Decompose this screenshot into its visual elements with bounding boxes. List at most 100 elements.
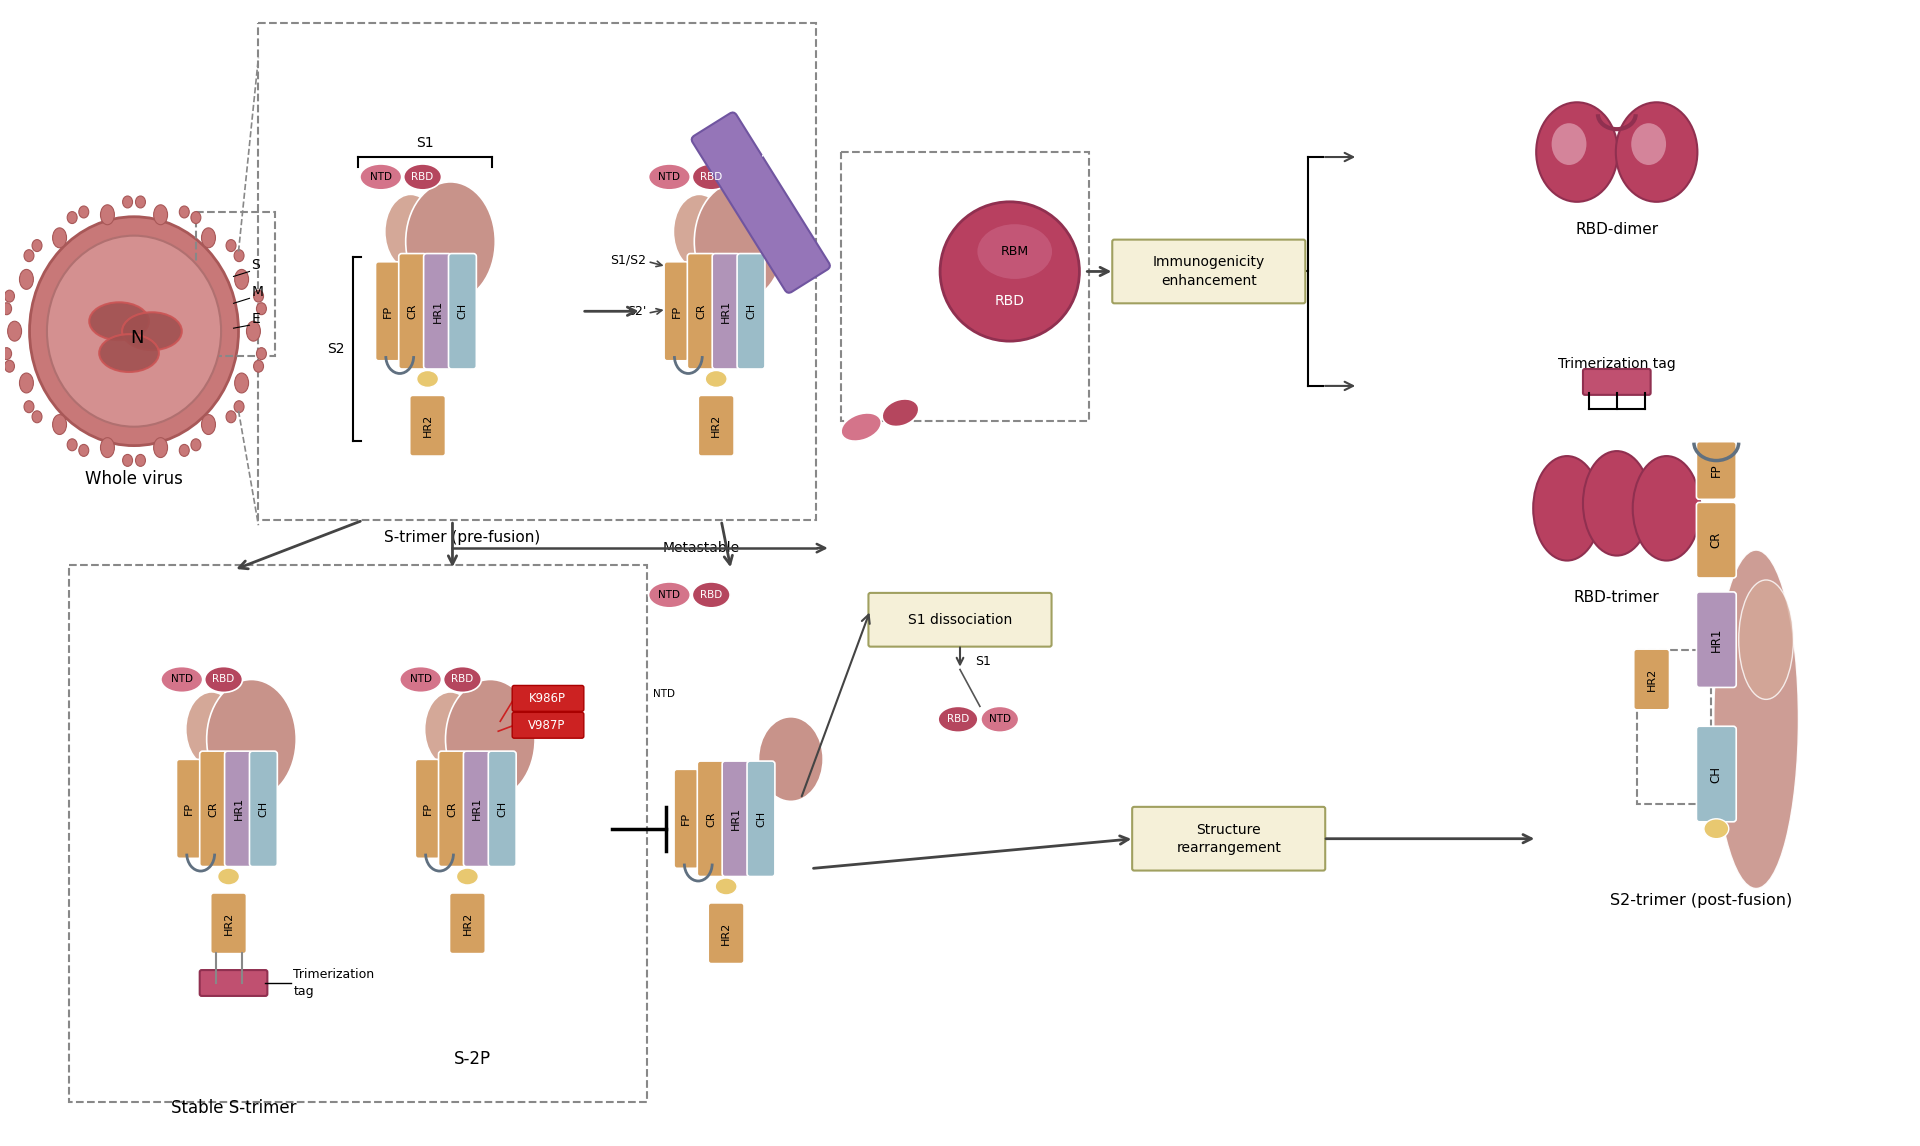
Ellipse shape xyxy=(1703,818,1728,839)
FancyBboxPatch shape xyxy=(687,253,714,369)
Text: S1: S1 xyxy=(975,656,991,668)
Ellipse shape xyxy=(257,347,267,360)
FancyBboxPatch shape xyxy=(409,395,445,456)
Ellipse shape xyxy=(161,667,204,692)
Ellipse shape xyxy=(457,868,478,885)
Text: S-trimer (pre-fusion): S-trimer (pre-fusion) xyxy=(384,531,541,545)
Text: RBD: RBD xyxy=(947,714,970,724)
Text: FP: FP xyxy=(184,802,194,816)
Text: CH: CH xyxy=(457,304,467,320)
Ellipse shape xyxy=(67,439,77,450)
Ellipse shape xyxy=(1582,452,1651,556)
Ellipse shape xyxy=(227,240,236,251)
Ellipse shape xyxy=(405,182,495,301)
Ellipse shape xyxy=(424,692,476,767)
Ellipse shape xyxy=(4,360,15,372)
FancyBboxPatch shape xyxy=(376,261,399,361)
Text: RBD: RBD xyxy=(451,675,474,684)
Ellipse shape xyxy=(179,445,190,456)
Text: M: M xyxy=(252,285,263,299)
Ellipse shape xyxy=(205,667,242,692)
Ellipse shape xyxy=(257,303,267,315)
Ellipse shape xyxy=(190,439,202,450)
Text: S: S xyxy=(252,259,261,273)
FancyBboxPatch shape xyxy=(449,253,476,369)
Ellipse shape xyxy=(123,312,182,350)
Text: HR2: HR2 xyxy=(463,912,472,935)
Ellipse shape xyxy=(29,217,238,446)
FancyBboxPatch shape xyxy=(211,893,246,953)
Text: Trimerization tag: Trimerization tag xyxy=(1557,358,1676,371)
FancyBboxPatch shape xyxy=(513,713,584,738)
FancyBboxPatch shape xyxy=(438,751,467,866)
Text: HR2: HR2 xyxy=(223,912,234,935)
FancyBboxPatch shape xyxy=(664,261,689,361)
Text: CH: CH xyxy=(497,801,507,817)
Ellipse shape xyxy=(123,196,132,207)
Text: S2-trimer (post-fusion): S2-trimer (post-fusion) xyxy=(1611,894,1793,909)
Ellipse shape xyxy=(46,236,221,426)
Text: HR2: HR2 xyxy=(1647,668,1657,691)
Ellipse shape xyxy=(136,455,146,466)
FancyBboxPatch shape xyxy=(1112,240,1306,304)
Text: FP: FP xyxy=(682,813,691,825)
Ellipse shape xyxy=(695,182,783,301)
Ellipse shape xyxy=(359,164,401,190)
FancyBboxPatch shape xyxy=(513,685,584,712)
Ellipse shape xyxy=(253,360,263,372)
FancyBboxPatch shape xyxy=(1697,591,1736,688)
FancyBboxPatch shape xyxy=(697,761,726,877)
Text: RBM: RBM xyxy=(1000,245,1029,258)
Text: NTD: NTD xyxy=(659,590,680,599)
Text: HR2: HR2 xyxy=(722,921,732,944)
Ellipse shape xyxy=(202,228,215,248)
Text: CH: CH xyxy=(259,801,269,817)
FancyBboxPatch shape xyxy=(200,970,267,996)
Ellipse shape xyxy=(33,240,42,251)
Ellipse shape xyxy=(100,205,115,225)
FancyBboxPatch shape xyxy=(1634,649,1670,709)
Ellipse shape xyxy=(941,202,1079,342)
Text: Whole virus: Whole virus xyxy=(84,471,182,488)
Ellipse shape xyxy=(674,195,726,269)
Ellipse shape xyxy=(52,415,67,434)
Text: K986P: K986P xyxy=(528,692,566,705)
Ellipse shape xyxy=(2,303,12,315)
Text: RBD: RBD xyxy=(995,295,1025,308)
Text: RBD: RBD xyxy=(411,172,434,182)
Text: CH: CH xyxy=(1711,766,1722,783)
Ellipse shape xyxy=(881,399,920,426)
Ellipse shape xyxy=(154,438,167,457)
Text: N: N xyxy=(131,329,144,347)
Ellipse shape xyxy=(693,164,730,190)
Ellipse shape xyxy=(444,667,482,692)
Ellipse shape xyxy=(25,401,35,413)
Text: HR1: HR1 xyxy=(432,300,442,323)
Text: HR1: HR1 xyxy=(722,300,732,323)
Text: CR: CR xyxy=(1711,532,1722,548)
Ellipse shape xyxy=(981,706,1020,732)
Ellipse shape xyxy=(417,370,438,387)
FancyBboxPatch shape xyxy=(463,751,492,866)
Text: CR: CR xyxy=(209,801,219,817)
Text: RBD: RBD xyxy=(701,172,722,182)
Text: S1: S1 xyxy=(417,136,434,150)
FancyBboxPatch shape xyxy=(674,769,699,869)
Ellipse shape xyxy=(234,401,244,413)
FancyBboxPatch shape xyxy=(250,751,276,866)
Ellipse shape xyxy=(841,413,881,441)
Text: NTD: NTD xyxy=(371,172,392,182)
FancyBboxPatch shape xyxy=(712,253,739,369)
FancyBboxPatch shape xyxy=(488,751,516,866)
Text: FP: FP xyxy=(1711,464,1722,478)
Ellipse shape xyxy=(190,212,202,223)
Ellipse shape xyxy=(649,582,691,607)
Text: NTD: NTD xyxy=(989,714,1010,724)
FancyBboxPatch shape xyxy=(868,592,1052,646)
Text: CH: CH xyxy=(747,304,756,320)
FancyBboxPatch shape xyxy=(1697,502,1736,578)
Text: S2: S2 xyxy=(328,343,346,356)
Text: RBD-trimer: RBD-trimer xyxy=(1574,590,1659,605)
FancyBboxPatch shape xyxy=(708,903,745,964)
Ellipse shape xyxy=(1551,123,1586,165)
